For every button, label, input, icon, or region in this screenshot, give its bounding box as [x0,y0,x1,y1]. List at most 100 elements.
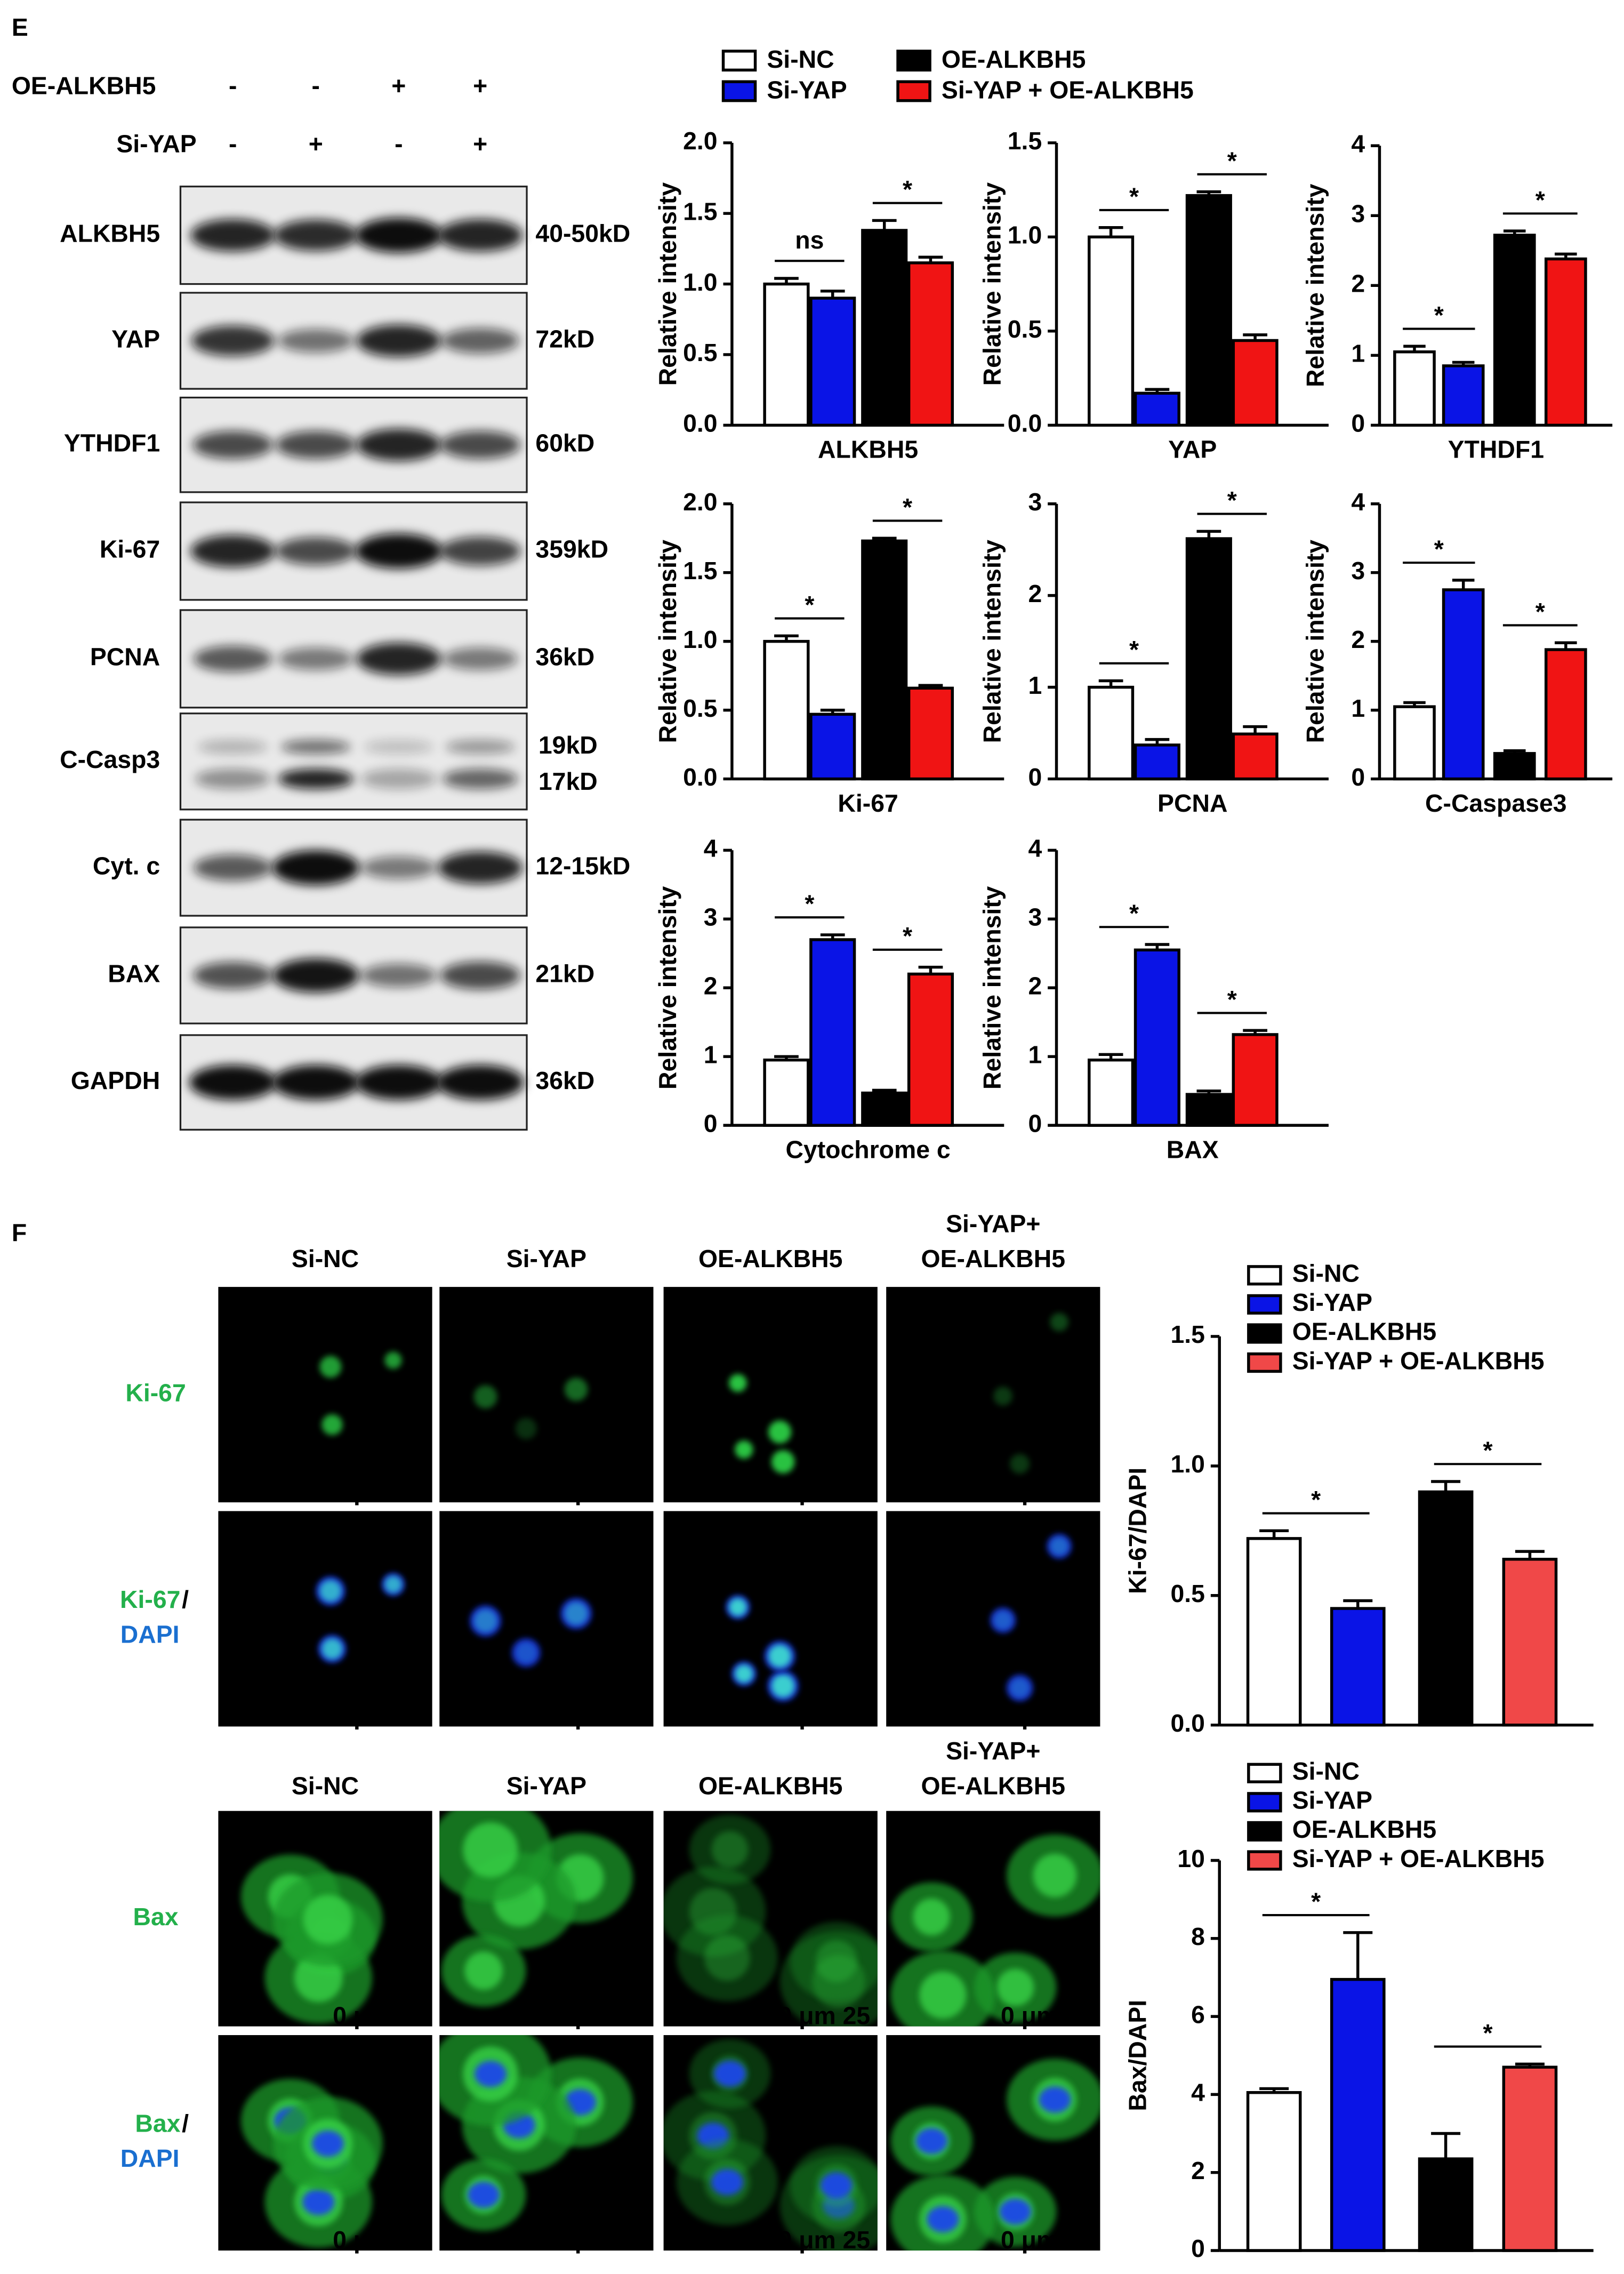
y-tick-label: 10 [1177,1845,1205,1872]
blot-strip [179,712,528,811]
scale-bar-label: 0 μm 25 [1001,2226,1093,2254]
y-tick-label: 0.0 [1170,1709,1204,1737]
scale-bar-label: 0 μm 25 [554,1478,646,1506]
bar [1418,1490,1474,1727]
ki67-signal [993,1387,1012,1406]
blot-band [190,219,276,252]
error-bar [774,1055,799,1060]
significance-label: * [1311,1887,1321,1915]
ki67-signal [319,1580,342,1602]
y-axis-label: Relative intensity [978,182,1006,386]
significance-label: ns [795,226,824,254]
error-bar [1343,1599,1373,1609]
cell-group [890,2058,1100,2251]
blot-band [191,325,275,356]
significance-label: * [1535,598,1545,626]
ki67-signal [319,1356,342,1378]
blot-sign: - [229,130,237,158]
error-bar [1343,1931,1373,1980]
legend-label: Si-NC [1292,1757,1360,1785]
bax-perinuclear [919,1971,967,2019]
blot-row-label: C-Casp3 [60,746,160,773]
y-axis-label: Relative intensity [654,540,681,743]
scale-bar-label: 0 μm 25 [1001,1478,1093,1506]
error-bar [1145,738,1170,745]
error-bar [1196,530,1221,539]
cell-group [473,1378,588,1439]
y-tick-label: 1.0 [1008,221,1042,249]
ki67-signal [515,1642,537,1664]
blot-sign: + [309,130,323,158]
error-bar [1098,679,1123,687]
micrograph [218,1287,432,1503]
x-axis-label: YTHDF1 [1448,436,1544,463]
y-tick-label: 1 [1351,694,1365,722]
scale-bar-label: 0 μm 25 [554,2226,646,2254]
column-header: Si-YAP+ [946,1210,1040,1238]
bar [763,639,810,781]
legend-swatch [1247,1792,1282,1813]
error-bar [872,1088,897,1093]
y-tick-label: 0.0 [683,410,717,437]
y-tick-label: 4 [1028,835,1042,862]
error-bar [1259,1529,1289,1539]
column-header: OE-ALKBH5 [921,1772,1066,1799]
ki67-signal [384,1575,402,1594]
cell-group [319,1351,402,1436]
scale-bar-label: 0 μm 25 [778,1478,870,1506]
x-axis-label: YAP [1168,436,1217,463]
column-header: OE-ALKBH5 [698,1772,843,1799]
blot-header-label: OE-ALKBH5 [12,71,156,99]
blot-band [440,961,521,990]
bar [1246,1537,1302,1727]
blot-sign: - [395,130,403,158]
error-bar [1555,641,1577,650]
bar [1133,948,1180,1127]
error-bar [1403,701,1426,707]
ki67-signal [1010,1678,1030,1698]
column-header: Si-YAP [507,1772,586,1799]
column-header: Si-NC [292,1245,359,1272]
y-tick-label: 2.0 [683,488,717,516]
bax-perinuclear [464,1951,503,1990]
y-tick-label: 2 [1028,580,1042,607]
bar [1330,1607,1386,1727]
legend-label: Si-YAP + OE-ALKBH5 [1292,1347,1545,1374]
nucleus [820,2172,853,2199]
scale-bar-label: 0 μm 25 [333,2226,425,2254]
error-bar [918,684,943,688]
cell-group [240,2078,383,2248]
row-label: / [182,1586,189,1613]
y-tick-label: 0.5 [683,339,717,366]
nucleus [302,2189,335,2215]
bar [1393,350,1436,427]
y-axis-label: Relative intensity [1301,540,1329,743]
y-tick-label: 1.5 [1008,127,1042,155]
error-bar [1515,2062,1545,2068]
significance-label: * [903,922,912,950]
cell-group [663,2039,878,2251]
significance-label: * [1535,186,1545,214]
ki67-signal [473,1385,497,1408]
nucleus [927,2206,959,2232]
significance-label: * [1311,1486,1321,1514]
blot-sign: + [473,71,487,99]
cell-group [726,1595,799,1702]
row-label: DAPI [120,1620,180,1648]
ki67-signal [735,1664,753,1683]
y-tick-label: 0.5 [1170,1580,1204,1607]
bar [1502,2065,1558,2252]
bax-perinuclear [815,1940,857,1982]
x-axis-label: Ki-67 [838,789,898,817]
cell-group [990,1534,1072,1701]
error-bar [872,219,897,230]
panel-label: E [12,13,28,41]
row-label: / [182,2110,189,2137]
scale-bar-label: 0 μm 25 [333,2002,425,2030]
y-tick-label: 1.5 [683,197,717,225]
row-label: Ki-67 [120,1586,180,1613]
y-tick-label: 2.0 [683,127,717,155]
micrograph [439,1287,654,1503]
blot-size-label: 359kD [535,535,608,563]
error-bar [918,965,943,974]
